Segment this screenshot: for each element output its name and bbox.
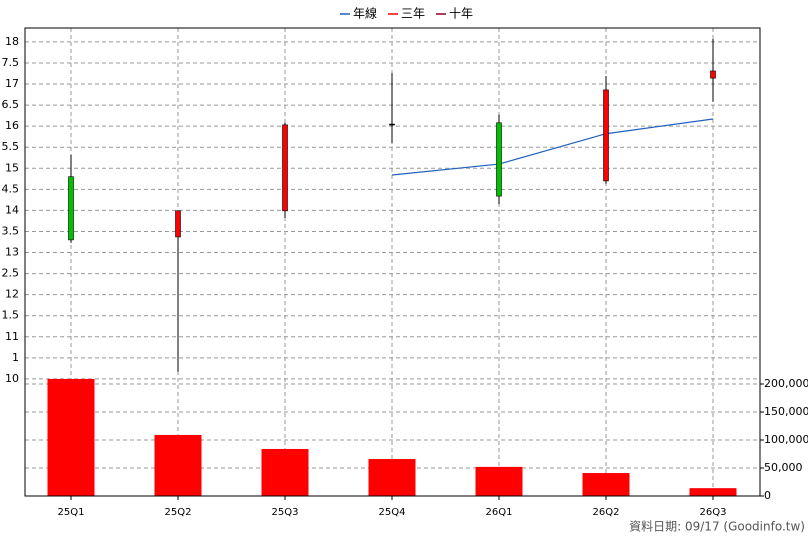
- y-tick-label: 5.5: [2, 140, 20, 153]
- x-tick-label: 25Q1: [58, 507, 85, 518]
- y-tick-label: 1.5: [2, 309, 20, 322]
- y-tick-label: 7.5: [2, 56, 20, 69]
- y2-tick-label: 200,000: [764, 377, 808, 390]
- plot-frame: [24, 27, 761, 497]
- x-tick-label: 25Q4: [379, 507, 406, 518]
- y-tick-label: 14: [5, 203, 19, 216]
- x-tick-label: 26Q3: [700, 507, 727, 518]
- y-tick-label: 13: [5, 246, 19, 259]
- volume-bar: [582, 473, 630, 496]
- x-tick-label: 25Q3: [272, 507, 299, 518]
- y2-tick-label: 50,000: [764, 461, 803, 474]
- y-tick-label: 1: [12, 351, 19, 364]
- volume-bar: [261, 448, 309, 496]
- legend-label: 三年: [401, 7, 425, 21]
- candle-body: [282, 124, 288, 212]
- y-tick-label: 15: [5, 161, 19, 174]
- volume-bar: [154, 434, 202, 496]
- y-tick-label: 12: [5, 288, 19, 301]
- line-series: [391, 118, 714, 176]
- y-tick-label: 10: [5, 372, 19, 385]
- y2-tick-label: 100,000: [764, 433, 808, 446]
- y-tick-label: 3.5: [2, 224, 20, 237]
- candle-body: [389, 123, 395, 126]
- legend-label: 年線: [353, 6, 377, 21]
- y-tick-label: 2.5: [2, 267, 20, 280]
- volume-bar: [689, 488, 737, 496]
- source-note: 資料日期: 09/17 (Goodinfo.tw): [629, 520, 805, 534]
- y-tick-label: 11: [5, 330, 19, 343]
- x-tick-label: 26Q1: [486, 507, 513, 518]
- y-tick-label: 18: [5, 35, 19, 48]
- candle-body: [175, 210, 181, 238]
- candle-body: [603, 89, 609, 182]
- volume-bar: [368, 459, 416, 496]
- y2-tick-label: 150,000: [764, 405, 808, 418]
- candle-body: [68, 176, 74, 241]
- y-tick-label: 4.5: [2, 182, 20, 195]
- y2-tick-label: 0: [764, 489, 771, 502]
- x-tick-label: 25Q2: [165, 507, 192, 518]
- legend-label: 十年: [449, 7, 473, 21]
- x-tick-label: 26Q2: [593, 507, 620, 518]
- candle-body: [710, 70, 716, 79]
- volume-bar: [475, 466, 523, 496]
- y-tick-label: 16: [5, 119, 19, 132]
- volume-bar: [47, 378, 95, 496]
- candle-body: [496, 122, 502, 197]
- y-tick-label: 6.5: [2, 98, 20, 111]
- y-tick-label: 17: [5, 77, 19, 90]
